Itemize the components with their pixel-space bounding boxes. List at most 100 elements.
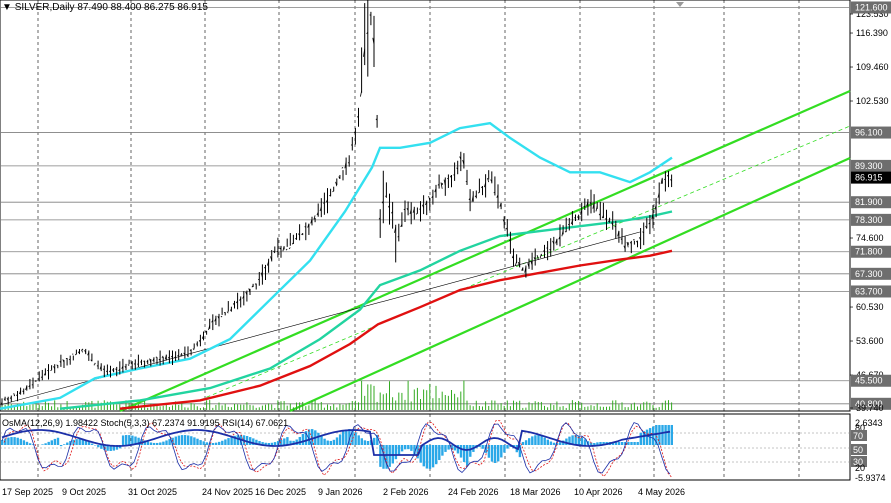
price-tag-text: 40.800 xyxy=(855,399,883,409)
open-tick xyxy=(611,222,614,226)
open-tick xyxy=(502,219,505,223)
osma-bar xyxy=(652,426,655,445)
time-label: 9 Oct 2025 xyxy=(62,487,106,497)
open-tick xyxy=(118,368,121,371)
open-tick xyxy=(366,32,369,34)
osma-bar xyxy=(366,440,370,445)
open-tick xyxy=(663,178,666,181)
open-tick xyxy=(437,183,440,186)
osma-bar xyxy=(32,444,35,445)
open-tick xyxy=(428,195,431,201)
osma-bar xyxy=(633,442,636,445)
osma-bar xyxy=(193,437,196,445)
open-tick xyxy=(338,176,341,180)
osma-bar xyxy=(630,442,633,445)
osma-bar xyxy=(214,442,218,445)
open-tick xyxy=(660,177,663,184)
open-tick xyxy=(174,356,176,359)
axis-label: 116.390 xyxy=(856,28,888,38)
osma-bar xyxy=(187,435,190,445)
open-tick xyxy=(511,254,514,259)
open-tick xyxy=(198,340,201,343)
axis-label: 39.740 xyxy=(856,403,884,413)
open-tick xyxy=(332,190,334,193)
open-tick xyxy=(360,91,362,97)
price-tag xyxy=(851,285,891,298)
osma-bar xyxy=(503,445,506,453)
osma-bar xyxy=(667,425,670,445)
open-tick xyxy=(459,156,462,160)
osma-bar xyxy=(177,435,181,445)
osma-bar xyxy=(648,428,652,445)
open-tick xyxy=(34,380,37,382)
open-tick xyxy=(598,213,601,216)
open-tick xyxy=(415,212,418,215)
time-label: 24 Nov 2025 xyxy=(202,487,253,497)
osma-bar xyxy=(357,435,360,445)
open-tick xyxy=(108,370,111,373)
open-tick xyxy=(201,335,204,339)
osma-bar xyxy=(221,440,224,445)
osma-bar xyxy=(143,440,146,445)
open-tick xyxy=(74,353,77,356)
open-tick xyxy=(214,317,217,322)
osma-bar xyxy=(388,445,391,467)
time-label: 17 Sep 2025 xyxy=(2,487,53,497)
open-tick xyxy=(105,370,108,373)
price-tag-text: 71.800 xyxy=(855,247,883,257)
osma-bar xyxy=(493,445,497,463)
osma-bar xyxy=(459,445,463,458)
osma-bar xyxy=(568,436,571,445)
open-tick xyxy=(3,398,6,401)
osma-bar xyxy=(233,435,236,445)
osma-bar xyxy=(444,445,447,452)
osma-bar xyxy=(565,438,568,445)
price-panel xyxy=(0,0,851,412)
open-tick xyxy=(533,257,536,261)
chart-title: ▼ SILVER,Daily 87.490 88.400 86.275 86.9… xyxy=(2,2,208,13)
osma-bar xyxy=(497,445,500,462)
osma-bar xyxy=(298,436,301,445)
open-tick xyxy=(524,266,527,273)
open-tick xyxy=(0,402,3,404)
osma-bar xyxy=(621,442,624,445)
osma-bar xyxy=(462,445,466,462)
chart-shift-marker-icon[interactable] xyxy=(676,2,684,7)
osma-bar xyxy=(78,439,81,445)
osma-bar xyxy=(431,445,435,468)
open-tick xyxy=(648,222,651,225)
open-tick xyxy=(632,238,635,241)
osma-bar xyxy=(202,441,205,445)
open-tick xyxy=(87,352,90,356)
osma-bar xyxy=(546,439,549,445)
open-tick xyxy=(350,144,353,146)
osma-bar xyxy=(320,435,323,445)
price-tag xyxy=(851,196,891,209)
osma-bar xyxy=(7,437,10,445)
time-label: 18 Mar 2026 xyxy=(510,487,561,497)
open-tick xyxy=(645,225,648,229)
osma-bar xyxy=(264,442,267,445)
time-label: 10 Apr 2026 xyxy=(574,487,623,497)
osma-bar xyxy=(267,443,270,445)
osma-bar xyxy=(481,445,484,449)
open-tick xyxy=(536,254,539,260)
time-axis: 17 Sep 2025 9 Oct 2025 31 Oct 2025 24 Nov 2… xyxy=(2,487,685,497)
price-tag xyxy=(851,245,891,258)
osma-bar xyxy=(537,435,540,445)
osma-bar xyxy=(397,445,401,455)
osma-bar xyxy=(428,445,432,469)
open-tick xyxy=(539,253,542,259)
open-tick xyxy=(443,179,446,186)
open-tick xyxy=(409,209,412,215)
open-tick xyxy=(304,226,306,228)
osma-bar xyxy=(453,445,456,451)
dropdown-arrow-icon[interactable]: ▼ xyxy=(2,2,12,13)
axis-label: 60.530 xyxy=(856,302,884,312)
ind-tag-text: 50 xyxy=(853,445,863,455)
osma-bar xyxy=(379,445,382,467)
osma-bar xyxy=(90,443,94,445)
open-tick xyxy=(25,386,28,390)
osma-bar xyxy=(236,435,239,445)
